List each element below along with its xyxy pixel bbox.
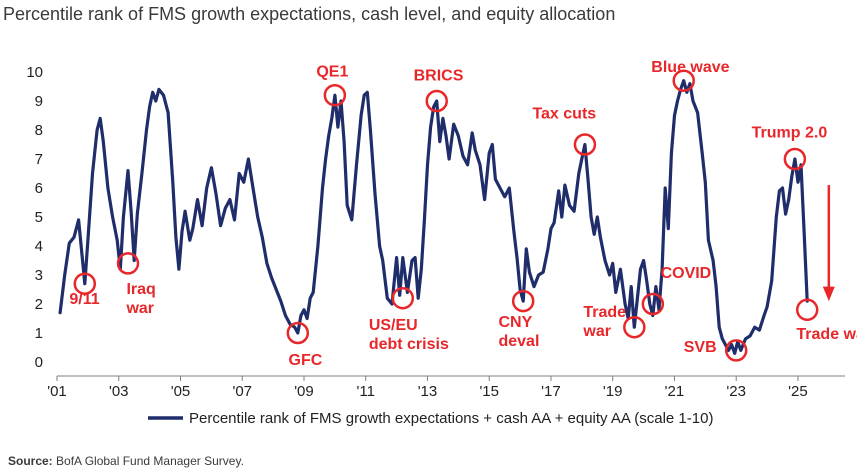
y-tick-label: 2 <box>35 296 43 313</box>
annotation-line: Tax cuts <box>532 105 596 122</box>
x-tick-label: '17 <box>541 383 561 400</box>
annotation-line: Trump 2.0 <box>752 124 828 141</box>
annotation-label: Blue wave <box>651 59 729 76</box>
x-tick-label: '19 <box>603 383 623 400</box>
annotation-label: SVB <box>684 339 717 356</box>
annotation-line: Iraq <box>126 281 155 298</box>
y-tick-label: 7 <box>35 151 43 168</box>
y-tick-label: 4 <box>35 238 43 255</box>
annotation-label: Iraq war <box>125 281 155 317</box>
annotation-circle <box>323 83 347 107</box>
annotation-label: Trade war <box>582 304 626 340</box>
annotations: 9/11 Iraq war GFC QE1 US/EU debt crisis BRICS CN… <box>69 59 857 369</box>
annotation-circle <box>391 286 415 310</box>
annotation-line: war <box>125 300 154 317</box>
annotation-circle <box>724 339 748 362</box>
x-tick-label: '25 <box>788 383 808 400</box>
source-note: Source: BofA Global Fund Manager Survey. <box>8 454 244 468</box>
legend: Percentile rank of FMS growth expectatio… <box>148 410 713 427</box>
annotation-circle <box>672 69 695 92</box>
annotation-line: Trade <box>583 304 626 321</box>
x-tick-label: '23 <box>726 383 746 400</box>
annotation-line: Blue wave <box>651 59 729 76</box>
legend-label: Percentile rank of FMS growth expectatio… <box>189 410 713 427</box>
annotation-label: CNY deval <box>498 314 539 350</box>
y-tick-label: 6 <box>35 180 43 197</box>
source-text: BofA Global Fund Manager Survey. <box>52 454 244 468</box>
annotation-line: deval <box>498 333 539 350</box>
y-tick-label: 8 <box>35 122 43 139</box>
annotation-circle <box>623 315 646 339</box>
annotation-label: COVID <box>661 265 712 282</box>
annotation-label: Tax cuts <box>532 105 596 122</box>
annotation-line: SVB <box>684 339 717 356</box>
annotation-line: QE1 <box>316 63 348 80</box>
x-tick-label: '09 <box>294 383 314 400</box>
x-tick-label: '01 <box>47 383 67 400</box>
x-tick-label: '05 <box>171 383 191 400</box>
annotation-line: war <box>582 323 611 340</box>
annotation-line: GFC <box>289 352 323 369</box>
axes <box>56 375 845 381</box>
annotation-circle <box>795 298 819 322</box>
annotation-label: GFC <box>289 352 323 369</box>
annotation-line: COVID <box>661 265 712 282</box>
annotation-line: US/EU <box>369 317 418 334</box>
chart-svg: 0 1 2 3 4 5 6 7 8 9 10 '01 '03 '05 '07 '09 '11 '13 '15 '17… <box>26 59 857 427</box>
annotation-line: debt crisis <box>369 336 449 353</box>
annotation-label: 9/11 <box>69 291 99 308</box>
annotation-circle <box>511 289 535 313</box>
annotation-circle <box>116 252 140 275</box>
chart-title: Percentile rank of FMS growth expectatio… <box>3 4 616 24</box>
annotation-label: Trade war <box>796 326 857 343</box>
annotation-circle <box>73 272 97 295</box>
annotation-line: CNY <box>498 314 532 331</box>
x-tick-label: '11 <box>357 383 375 400</box>
annotation-circle <box>425 89 448 113</box>
y-tick-label: 9 <box>35 93 43 110</box>
x-tick-label: '13 <box>418 383 438 400</box>
y-tick-label: 10 <box>26 64 43 81</box>
annotation-circle <box>783 147 807 171</box>
annotation-circle <box>573 133 597 156</box>
arrow-head <box>822 286 835 302</box>
annotation-line: BRICS <box>414 68 464 85</box>
annotation-label: BRICS <box>414 68 464 85</box>
x-tick-label: '15 <box>479 383 499 400</box>
annotation-circle <box>641 292 665 316</box>
y-tick-label: 1 <box>35 325 43 342</box>
series-line <box>58 79 809 355</box>
x-tick-label: '21 <box>665 383 685 400</box>
source-label: Source: <box>8 454 53 468</box>
y-tick-label: 3 <box>35 267 43 284</box>
x-tick-label: '03 <box>109 383 129 400</box>
annotation-line: Trade war <box>796 326 857 343</box>
annotation-label: QE1 <box>316 63 348 80</box>
y-axis-labels: 0 1 2 3 4 5 6 7 8 9 10 <box>26 64 43 371</box>
y-tick-label: 0 <box>35 354 43 371</box>
x-axis-labels: '01 '03 '05 '07 '09 '11 '13 '15 '17 '19 '21 '23 '25 <box>47 383 808 400</box>
annotation-label: Trump 2.0 <box>752 124 828 141</box>
annotation-line: 9/11 <box>69 291 99 308</box>
annotation-label: US/EU debt crisis <box>369 317 449 353</box>
y-tick-label: 5 <box>35 209 43 226</box>
x-tick-label: '07 <box>232 383 252 400</box>
annotation-circle <box>286 321 310 345</box>
